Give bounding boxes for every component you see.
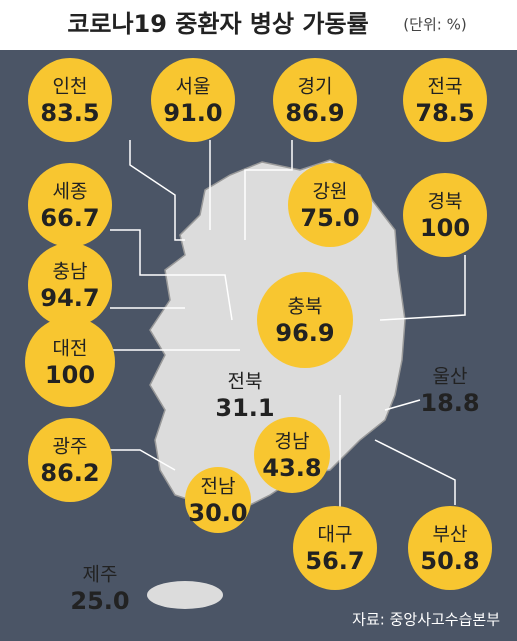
- region-name: 강원: [313, 181, 348, 203]
- region-value: 83.5: [40, 99, 99, 127]
- region-name: 충남: [53, 261, 88, 283]
- region-name: 세종: [53, 181, 88, 203]
- region-value: 43.8: [262, 454, 321, 482]
- leader-line: [244, 140, 293, 240]
- source: 자료: 중앙사고수습본부: [352, 611, 500, 629]
- leader-line: [374, 439, 456, 505]
- map-label-name: 전북: [228, 371, 263, 393]
- region-badge: [28, 243, 112, 327]
- region-value: 66.7: [40, 204, 99, 232]
- leader-line: [110, 229, 233, 321]
- region-value: 94.7: [40, 284, 99, 312]
- region-badge: [28, 163, 112, 247]
- region-value: 86.9: [285, 99, 344, 127]
- region-name: 경북: [428, 191, 463, 213]
- region-value: 91.0: [163, 99, 222, 127]
- region-value: 56.7: [305, 547, 364, 575]
- region-badge: [288, 163, 372, 247]
- map-label-name: 제주: [83, 564, 118, 586]
- region-name: 광주: [53, 436, 88, 458]
- region-name: 대구: [318, 524, 353, 546]
- region-name: 부산: [433, 524, 468, 546]
- region-badge: [185, 467, 251, 533]
- region-name: 대전: [53, 338, 88, 360]
- region-badge: [151, 58, 235, 142]
- region-badge: [28, 418, 112, 502]
- region-name: 충북: [288, 296, 323, 318]
- region-value: 75.0: [300, 204, 359, 232]
- map-label-value: 18.8: [420, 389, 479, 417]
- region-badge: [408, 506, 492, 590]
- leader-line: [384, 399, 421, 411]
- region-badge: [403, 173, 487, 257]
- leader-line: [129, 140, 185, 241]
- region-name: 경기: [298, 76, 333, 98]
- header-band: [0, 0, 517, 50]
- region-badge: [293, 506, 377, 590]
- leader-line: [110, 449, 176, 471]
- region-name: 전국: [428, 76, 463, 98]
- region-name: 서울: [176, 76, 211, 98]
- region-badge: [254, 417, 330, 493]
- region-value: 86.2: [40, 459, 99, 487]
- region-value: 96.9: [275, 319, 334, 347]
- map-label-value: 31.1: [215, 394, 274, 422]
- region-badge: [257, 272, 353, 368]
- leader-lines: [110, 140, 466, 510]
- leader-line: [379, 255, 466, 321]
- region-badge: [25, 317, 115, 407]
- region-name: 경남: [275, 431, 310, 453]
- region-badge: [273, 58, 357, 142]
- map-label-value: 25.0: [70, 587, 129, 615]
- map-label-name: 울산: [433, 366, 468, 388]
- region-badge: [403, 58, 487, 142]
- title: 코로나19 중환자 병상 가동률: [67, 10, 368, 38]
- region-badge: [28, 58, 112, 142]
- region-value: 100: [45, 361, 95, 389]
- unit: (단위: %): [403, 16, 466, 34]
- region-name: 전남: [201, 476, 236, 498]
- region-value: 100: [420, 214, 470, 242]
- region-name: 인천: [53, 76, 88, 98]
- jeju-island: [147, 581, 223, 609]
- region-value: 78.5: [415, 99, 474, 127]
- region-value: 50.8: [420, 547, 479, 575]
- region-value: 30.0: [188, 499, 247, 527]
